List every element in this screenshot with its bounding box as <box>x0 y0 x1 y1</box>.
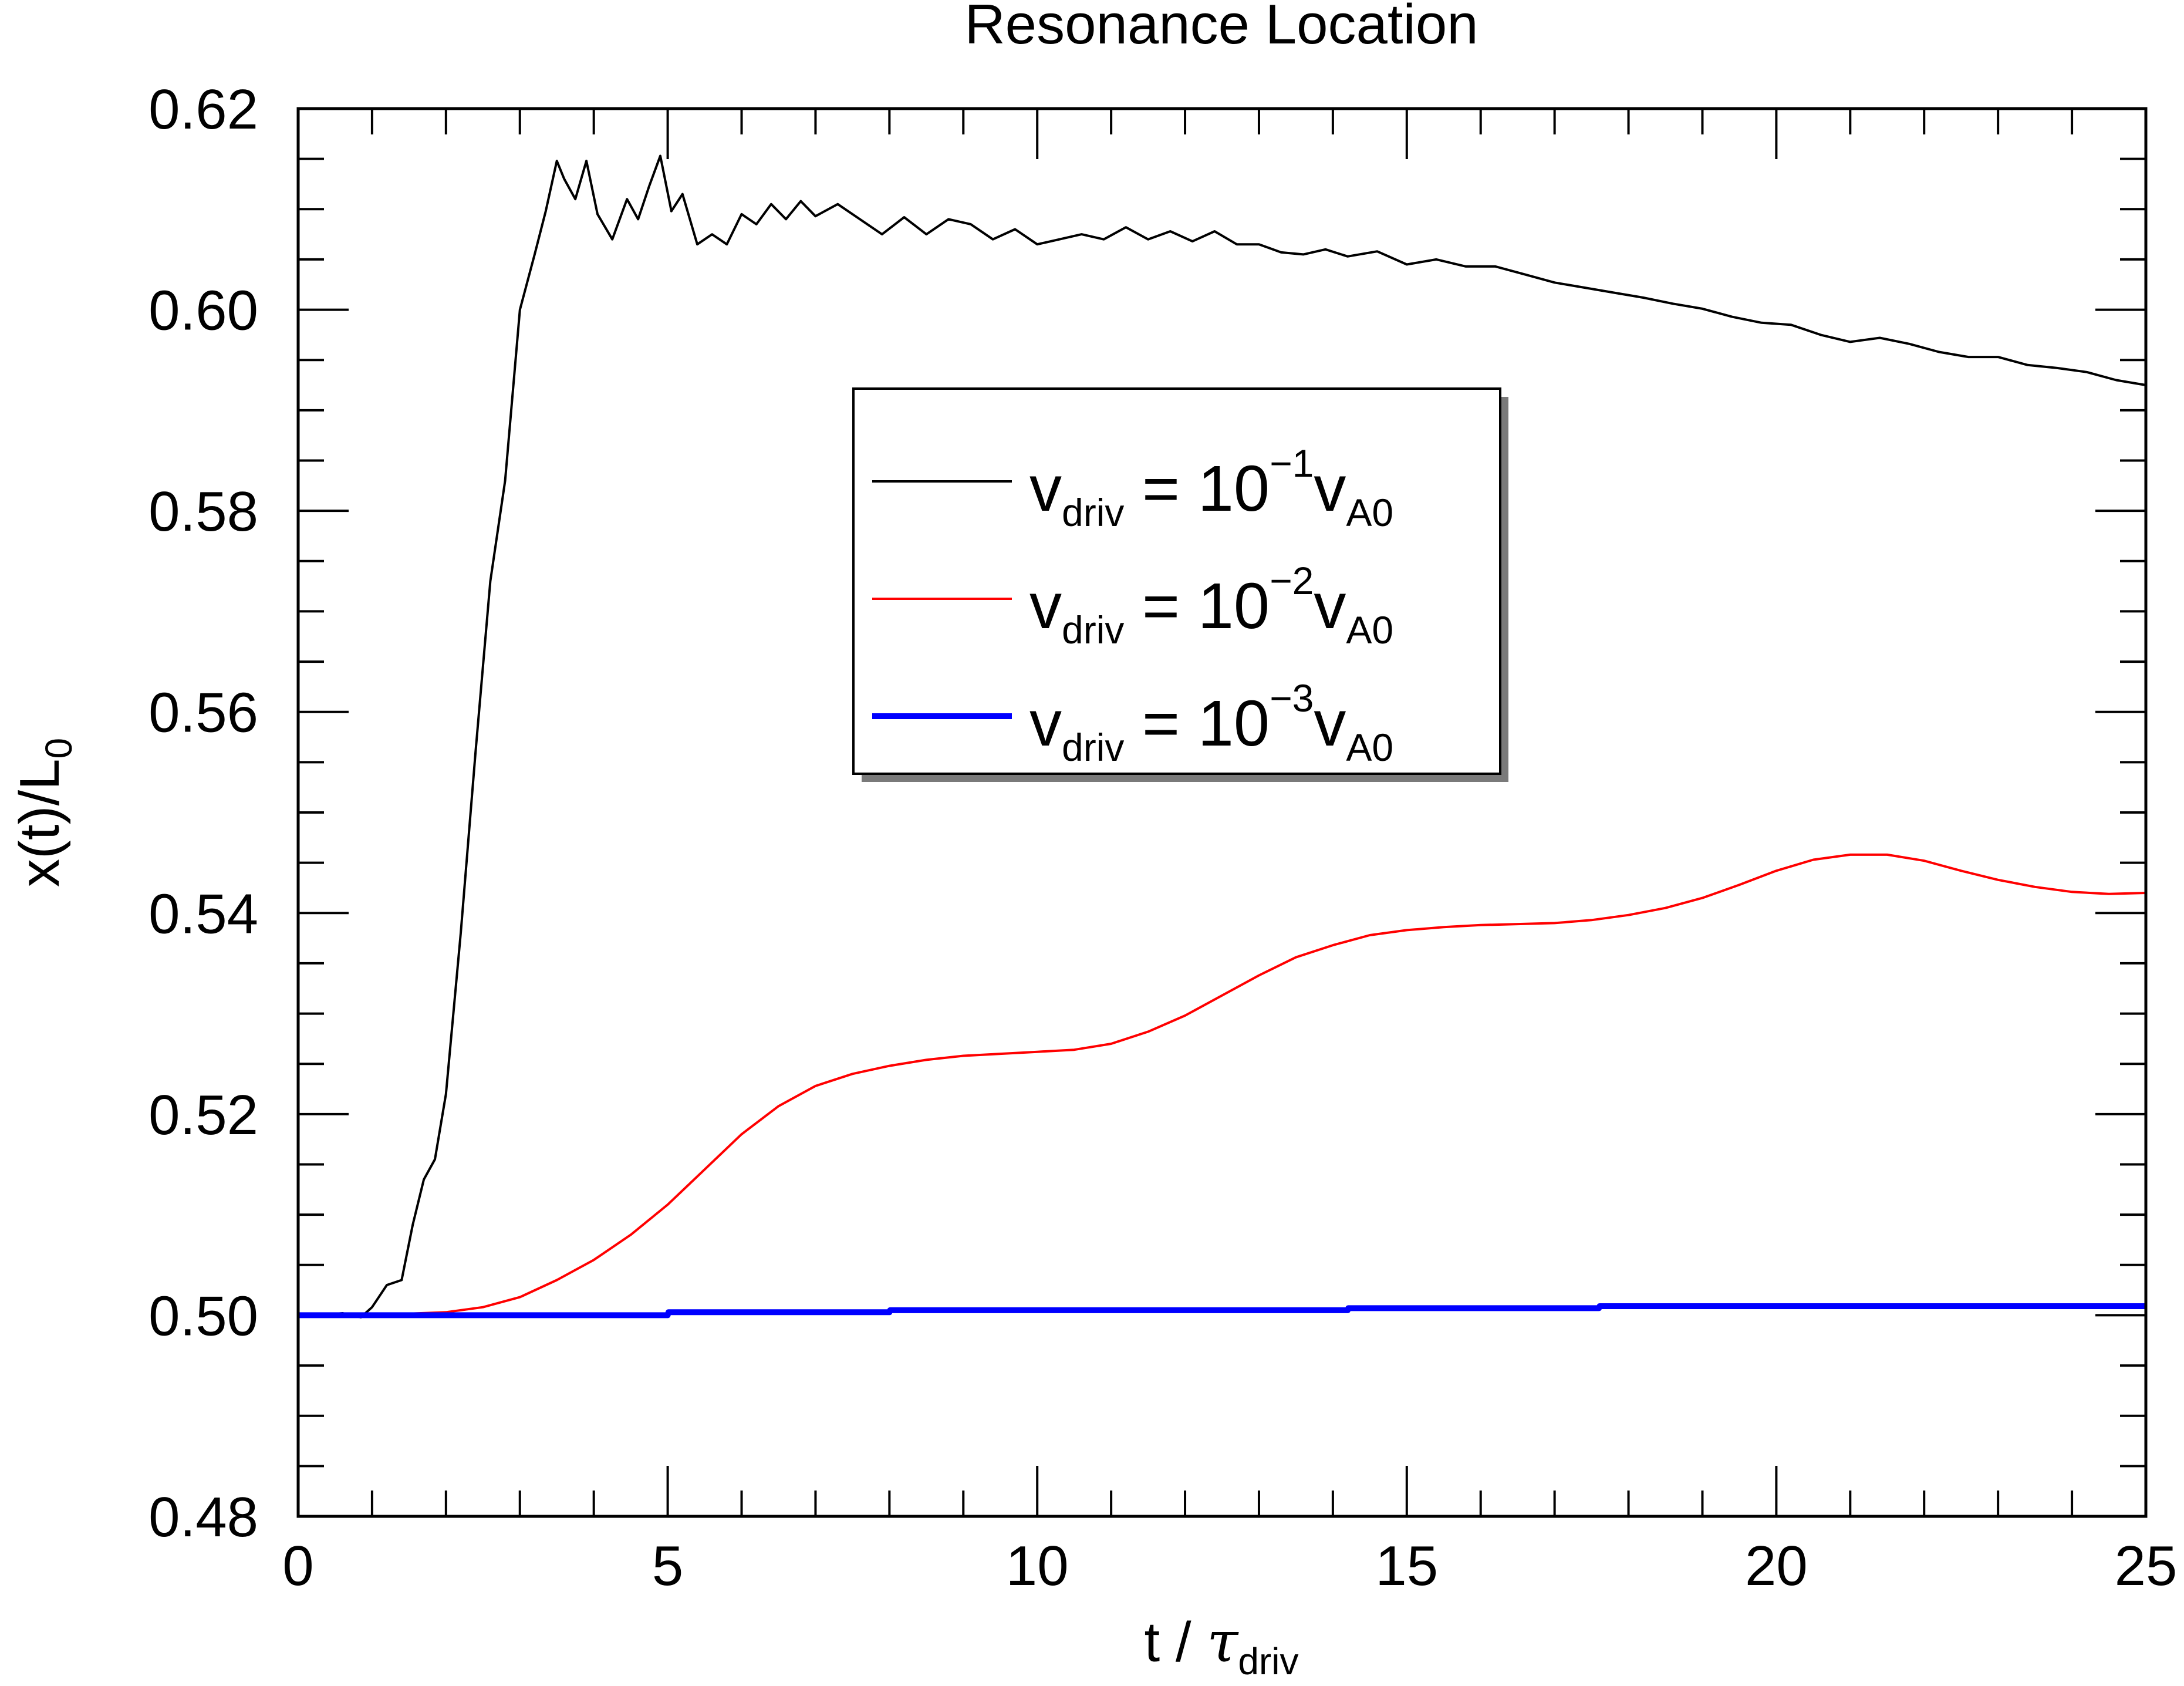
legend-label-part: −2 <box>1270 559 1314 602</box>
x-axis-label-base: t / <box>1145 1611 1207 1674</box>
x-tick-label: 0 <box>282 1535 313 1597</box>
legend-label-part: driv <box>1062 491 1124 534</box>
x-axis-label-symbol: τ <box>1207 1609 1239 1675</box>
legend-label-1: vdriv = 10−1vA0 <box>1029 441 1393 534</box>
y-tick-label: 0.50 <box>148 1284 258 1347</box>
legend-label-part: A0 <box>1346 726 1393 769</box>
series-line-2 <box>298 853 2146 1317</box>
legend-label-part: = 10 <box>1124 570 1270 642</box>
legend-label-part: v <box>1029 453 1062 525</box>
legend-label-part: = 10 <box>1124 453 1270 525</box>
y-tick-label: 0.60 <box>148 279 258 342</box>
legend-label-part: v <box>1029 570 1062 642</box>
y-axis-label-subscript: 0 <box>38 738 80 759</box>
y-tick-label: 0.62 <box>148 78 258 141</box>
legend-box <box>852 387 1501 775</box>
series-lines <box>298 154 2146 1319</box>
axis-tick-labels: 0 5 10 15 20 25 0.48 0.50 0.52 0.54 0.56 0.58 0.60 0.… <box>148 78 2177 1597</box>
legend-label-3: vdriv = 10−3vA0 <box>1029 676 1393 769</box>
legend-label-2: vdriv = 10−2vA0 <box>1029 559 1393 652</box>
x-tick-label: 15 <box>1375 1535 1438 1597</box>
x-tick-label: 10 <box>1006 1535 1069 1597</box>
y-tick-label: 0.52 <box>148 1084 258 1147</box>
y-tick-label: 0.54 <box>148 882 258 945</box>
plot-frame <box>296 107 2148 1518</box>
y-tick-label: 0.58 <box>148 480 258 543</box>
x-tick-label: 5 <box>652 1535 683 1597</box>
y-axis-label: x(t)/L0 <box>8 738 80 887</box>
chart-title: Resonance Location <box>964 0 1478 56</box>
legend-label-part: v <box>1314 570 1346 642</box>
series-line-1 <box>298 154 2146 1319</box>
x-axis-label-subscript: driv <box>1238 1640 1298 1682</box>
legend-label-part: v <box>1314 453 1346 525</box>
legend-label-part: −1 <box>1270 441 1314 485</box>
legend-label-part: driv <box>1062 726 1124 769</box>
y-tick-label: 0.56 <box>148 682 258 744</box>
legend-label-part: v <box>1029 687 1062 760</box>
legend-label-part: = 10 <box>1124 687 1270 760</box>
legend-label-part: A0 <box>1346 491 1393 534</box>
x-axis-label: t / τdriv <box>1145 1609 1299 1682</box>
y-tick-label: 0.48 <box>148 1486 258 1549</box>
x-tick-label: 20 <box>1745 1535 1808 1597</box>
legend-label-part: driv <box>1062 608 1124 652</box>
legend-label-part: A0 <box>1346 608 1393 652</box>
x-tick-label: 25 <box>2115 1535 2178 1597</box>
series-line-3 <box>298 1303 2146 1319</box>
y-axis-label-base: x(t)/L <box>8 758 71 887</box>
legend-label-part: v <box>1314 687 1346 760</box>
legend-label-part: −3 <box>1270 676 1314 720</box>
